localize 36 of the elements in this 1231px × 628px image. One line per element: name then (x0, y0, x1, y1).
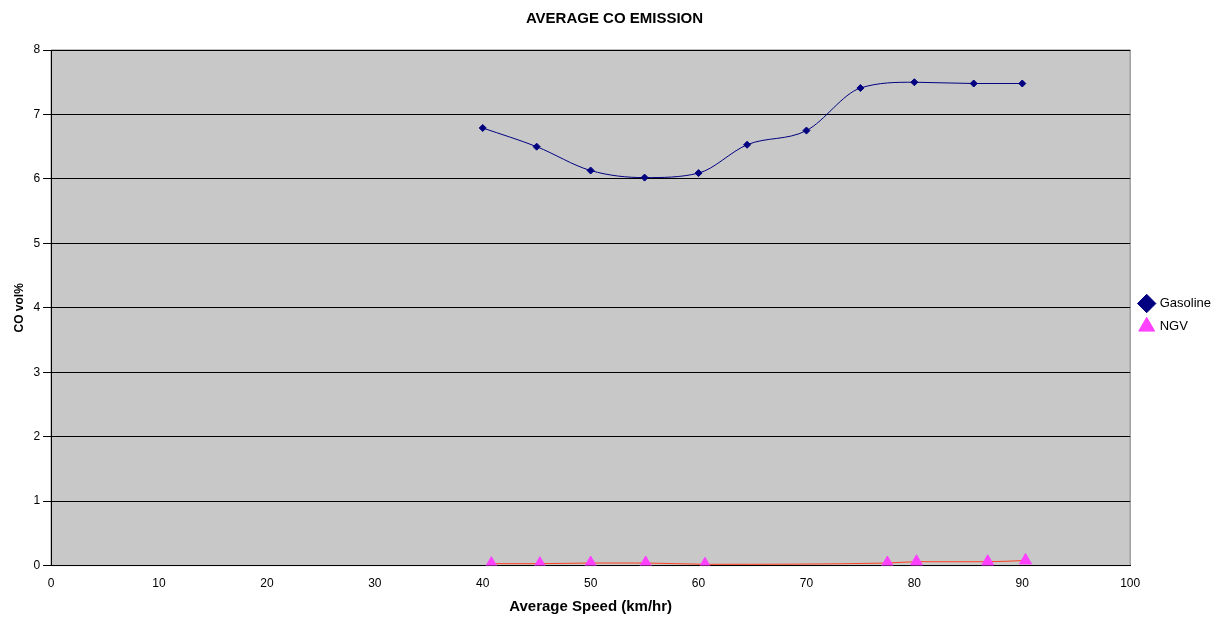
y-tick-label: 1 (33, 493, 41, 508)
y-tick-label: 2 (33, 429, 41, 444)
x-tick-label: 80 (907, 576, 922, 591)
x-tick-label: 70 (799, 576, 814, 591)
y-tick-label: 7 (33, 106, 41, 121)
y-axis-title: CO vol% (11, 282, 26, 333)
point (802, 126, 811, 135)
x-tick-label: 100 (1120, 576, 1141, 591)
point (478, 123, 487, 132)
point (1018, 79, 1027, 88)
point (910, 78, 919, 87)
x-tick-label: 40 (476, 576, 490, 591)
y-tick-label: 5 (33, 235, 41, 250)
legend-label: Gasoline (1159, 295, 1211, 311)
point (743, 140, 752, 149)
point (969, 79, 978, 88)
y-tick-label: 4 (33, 300, 41, 315)
point (532, 142, 541, 151)
point (694, 169, 703, 178)
x-tick-label: 90 (1015, 576, 1030, 591)
x-tick-label: 0 (47, 576, 55, 591)
y-tick-label: 6 (33, 171, 41, 186)
x-tick-label: 50 (583, 576, 598, 591)
x-tick-label: 30 (368, 576, 382, 591)
x-axis-title: Average Speed (km/hr) (509, 597, 673, 615)
point (856, 84, 865, 93)
point (586, 166, 595, 175)
y-tick-label: 3 (33, 364, 41, 379)
legend-label: NGV (1159, 318, 1189, 334)
y-tick-label: 8 (33, 42, 41, 57)
x-tick-label: 10 (152, 576, 166, 591)
y-tick-label: 0 (33, 557, 41, 572)
x-tick-label: 60 (691, 576, 706, 591)
x-tick-label: 20 (260, 576, 274, 591)
chart-title: AVERAGE CO EMISSION (525, 9, 704, 27)
point (640, 173, 649, 182)
